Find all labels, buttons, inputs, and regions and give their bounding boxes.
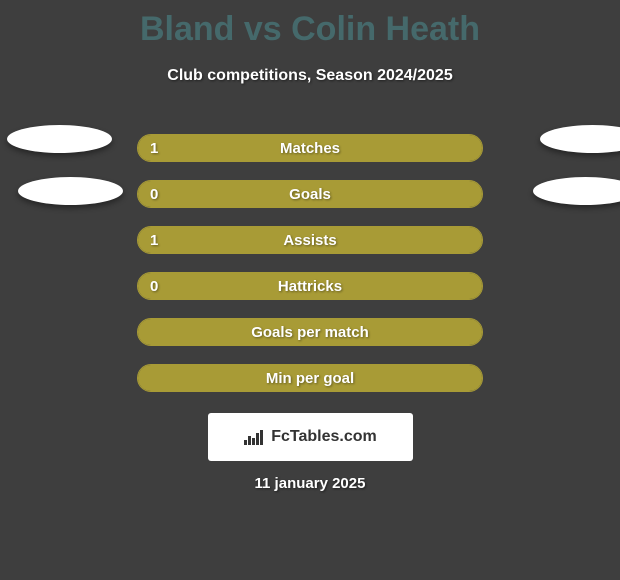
stat-label: Goals per match <box>251 324 369 341</box>
stat-bar: Goals per match <box>137 318 483 346</box>
stat-label: Matches <box>280 140 340 157</box>
stat-label: Assists <box>283 232 336 249</box>
stat-left-value: 1 <box>150 232 158 249</box>
stat-row: Goals per match <box>0 309 620 355</box>
stat-bar: Hattricks <box>137 272 483 300</box>
stat-left-value: 1 <box>150 140 158 157</box>
stat-bar: Matches <box>137 134 483 162</box>
logo-box: FcTables.com <box>208 413 413 461</box>
comparison-infographic: Bland vs Colin Heath Club competitions, … <box>0 0 620 580</box>
stat-row: 1 Assists <box>0 217 620 263</box>
stat-left-value: 0 <box>150 278 158 295</box>
stat-row: 0 Hattricks <box>0 263 620 309</box>
stats-area: 1 Matches 0 Goals 1 Assists 0 <box>0 125 620 401</box>
stat-label: Goals <box>289 186 331 203</box>
stat-label: Hattricks <box>278 278 342 295</box>
date-label: 11 january 2025 <box>255 475 366 492</box>
logo-text: FcTables.com <box>271 428 377 446</box>
stat-left-value: 0 <box>150 186 158 203</box>
stat-bar: Min per goal <box>137 364 483 392</box>
stat-bar: Goals <box>137 180 483 208</box>
stat-label: Min per goal <box>266 370 354 387</box>
bar-fill-right <box>310 181 482 207</box>
logo: FcTables.com <box>243 428 377 446</box>
bar-fill-left <box>138 181 310 207</box>
stat-row: 1 Matches <box>0 125 620 171</box>
stat-row: Min per goal <box>0 355 620 401</box>
subtitle: Club competitions, Season 2024/2025 <box>167 67 452 85</box>
stat-bar: Assists <box>137 226 483 254</box>
page-title: Bland vs Colin Heath <box>140 10 480 49</box>
chart-icon <box>243 428 265 446</box>
stat-row: 0 Goals <box>0 171 620 217</box>
